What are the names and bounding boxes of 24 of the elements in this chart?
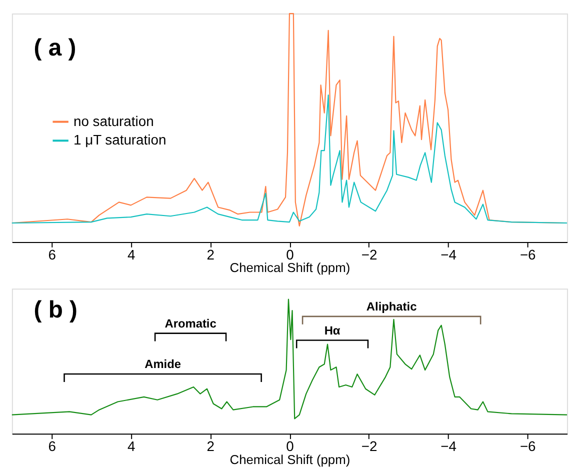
x-tick-label: −2 [361, 246, 378, 262]
x-axis-title: Chemical Shift (ppm) [230, 452, 350, 467]
x-tick-label: 0 [286, 246, 294, 262]
x-tick-label: 4 [127, 438, 136, 454]
x-axis-title: Chemical Shift (ppm) [230, 260, 350, 276]
x-tick-label: −6 [520, 438, 536, 454]
x-tick-label: −2 [361, 438, 378, 454]
x-tick-label: −4 [440, 246, 457, 262]
x-tick-label: −4 [440, 438, 457, 454]
x-tick-label: 2 [206, 246, 215, 262]
annotation: Hα [324, 323, 341, 338]
x-tick-label: 4 [127, 246, 136, 262]
x-tick-label: 6 [48, 438, 56, 454]
x-tick-label: 2 [206, 438, 215, 454]
annotation: Amide [144, 357, 182, 372]
annotation: Aromatic [164, 316, 217, 330]
x-tick-label: 6 [48, 246, 56, 262]
x-tick-label: −6 [520, 246, 536, 262]
annotation: ( b ) [34, 296, 78, 324]
legend-label: no saturation [73, 112, 154, 129]
annotation: ( a ) [34, 34, 76, 62]
legend-label: 1 μT saturation [73, 132, 166, 148]
x-tick-label: 0 [286, 438, 294, 454]
annotation: Aliphatic [366, 299, 418, 314]
